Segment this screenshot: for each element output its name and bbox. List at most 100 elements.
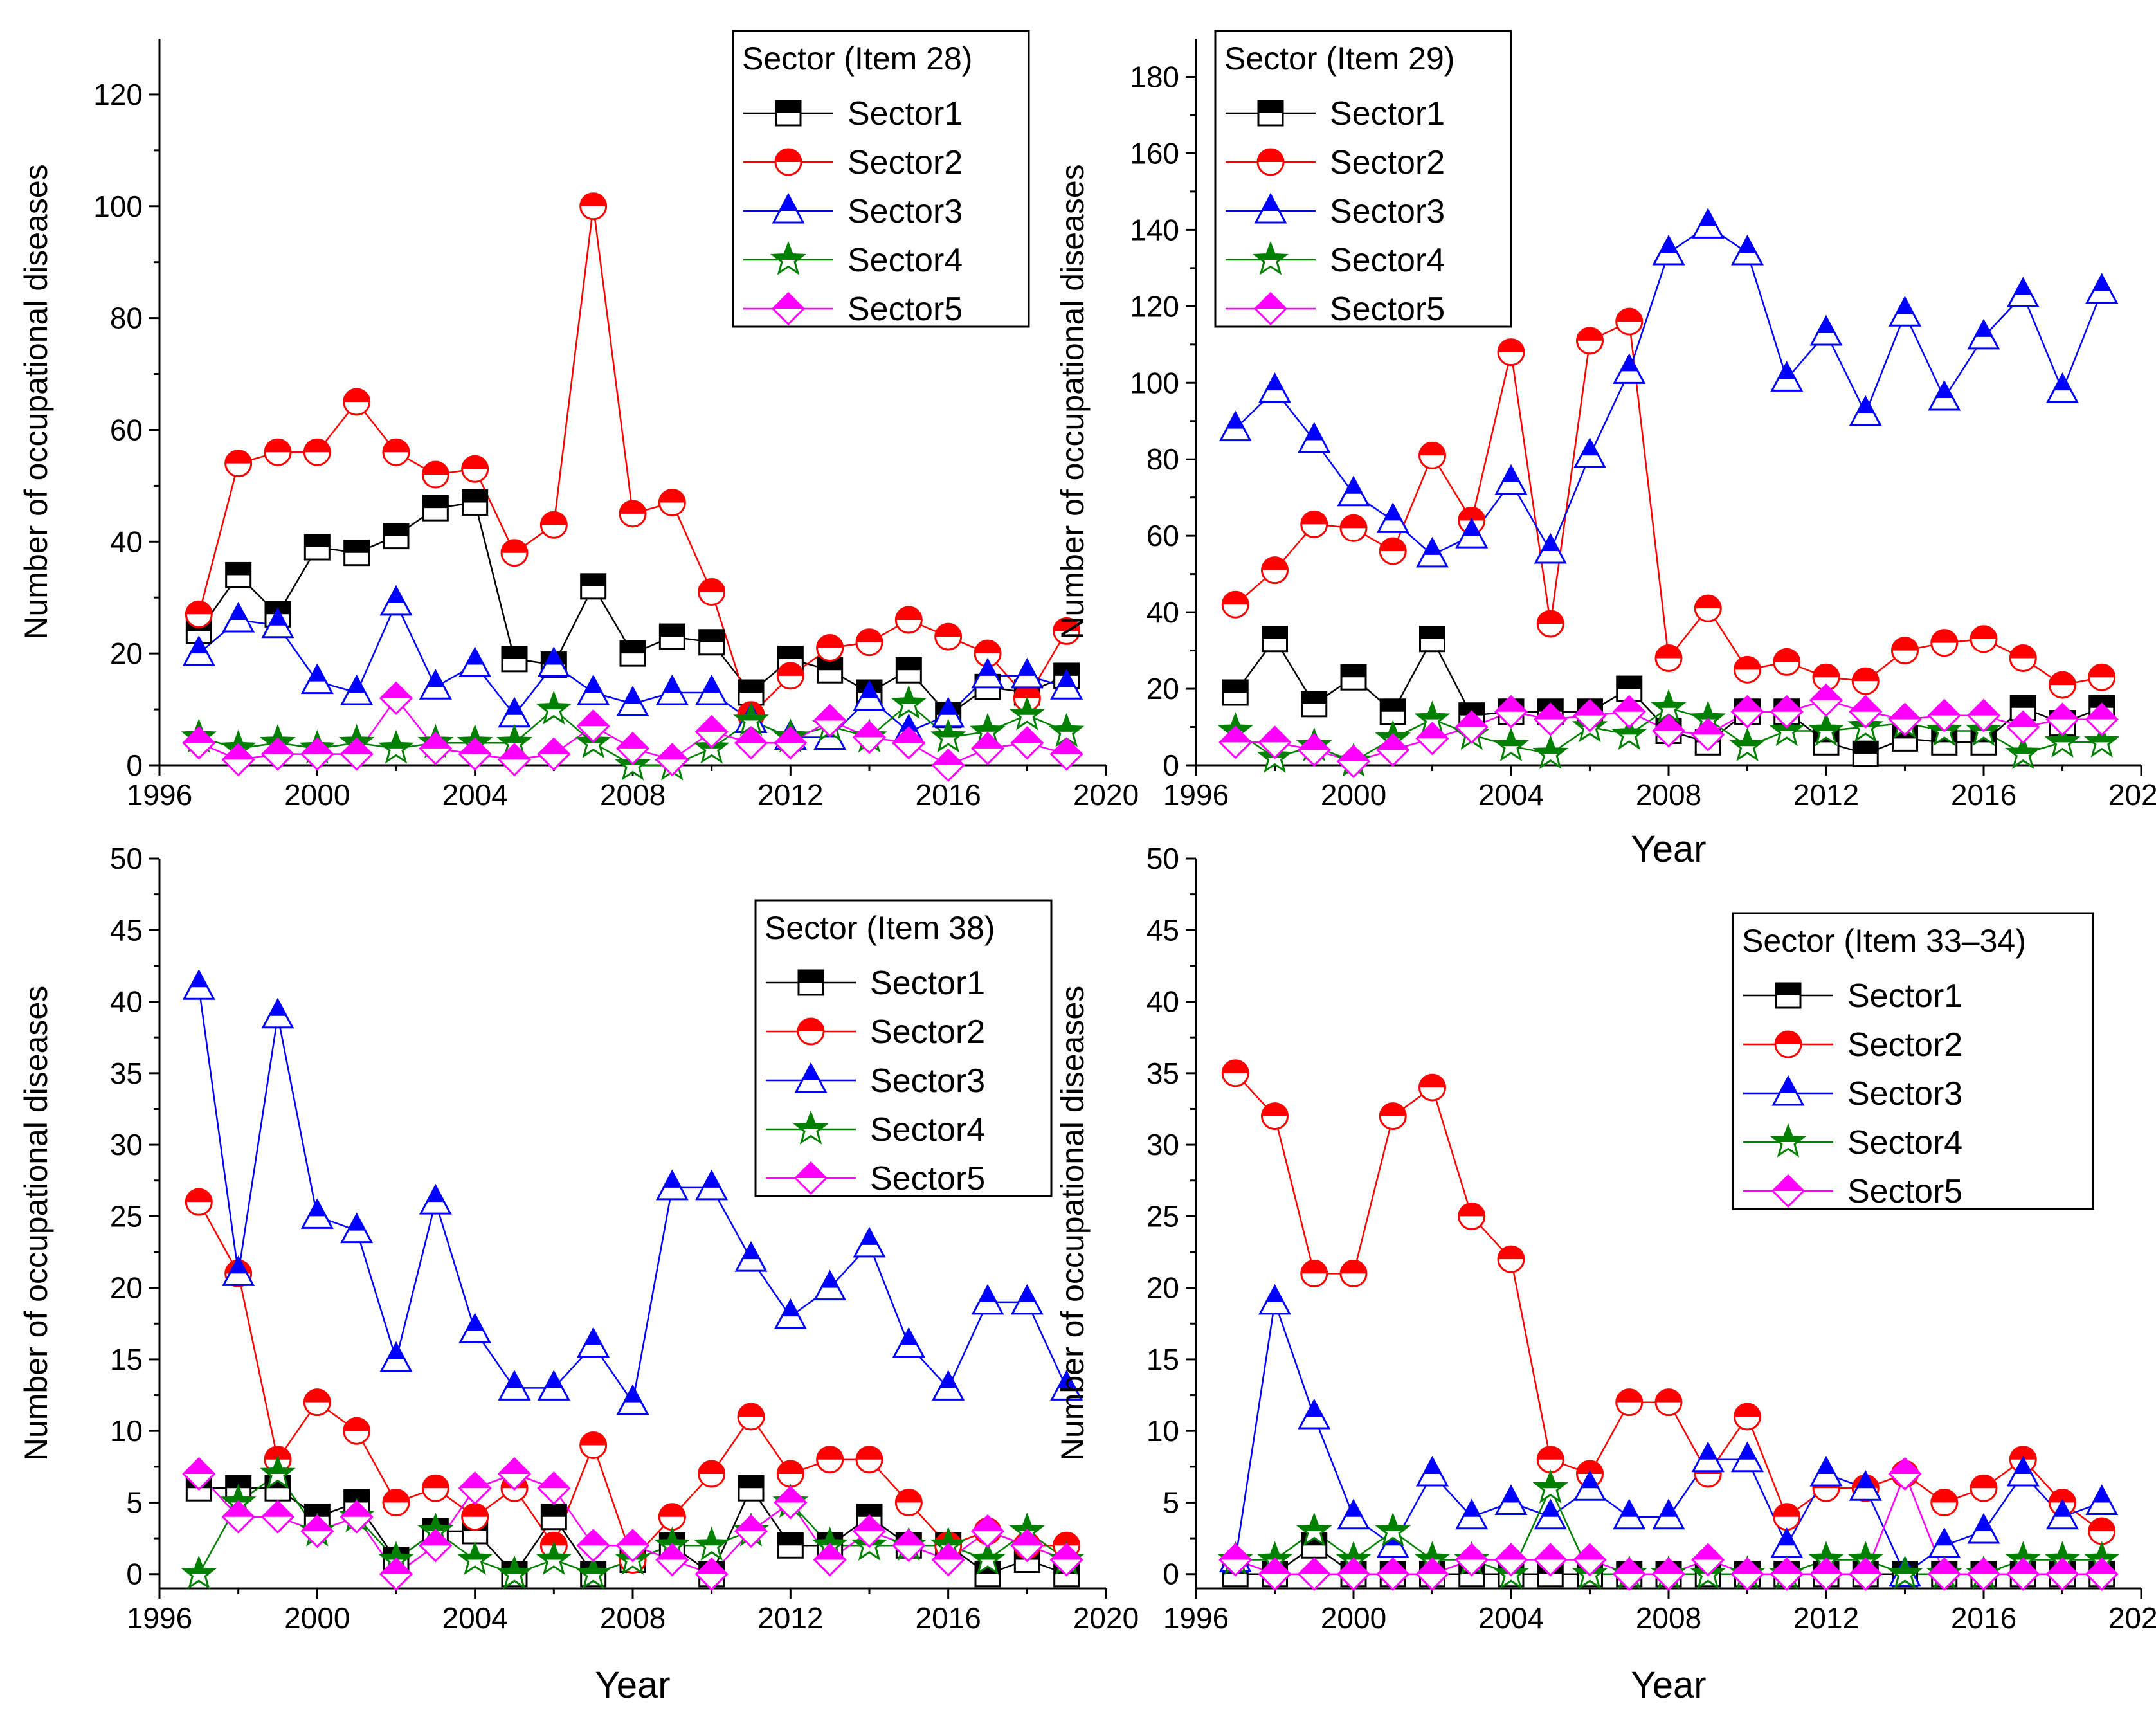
y-tick-label: 30 (1146, 1128, 1179, 1161)
data-point-sector3 (300, 1198, 334, 1229)
data-point-sector3 (695, 674, 729, 705)
data-point-sector3 (261, 607, 294, 639)
data-point-sector3 (1494, 464, 1528, 495)
legend-marker-sector5 (1771, 1174, 1806, 1208)
data-point-sector2 (658, 1503, 686, 1531)
data-point-sector3 (1298, 1398, 1331, 1430)
legend-marker-sector5 (793, 1161, 828, 1195)
data-point-sector4 (536, 1541, 572, 1576)
data-point-sector2 (185, 600, 213, 628)
data-point-sector1 (540, 1504, 567, 1531)
data-point-sector3 (1770, 361, 1804, 392)
data-point-sector3 (182, 969, 215, 1000)
data-point-sector2 (1497, 1245, 1525, 1273)
data-point-sector3 (1730, 234, 1764, 266)
data-point-sector5 (2006, 710, 2040, 744)
data-point-sector2 (816, 1446, 844, 1474)
data-point-sector2 (1851, 667, 1880, 695)
data-point-sector4 (1493, 727, 1529, 761)
data-point-sector3 (379, 585, 413, 616)
data-point-sector5 (1849, 1557, 1883, 1591)
data-point-sector5 (497, 1457, 532, 1491)
x-tick-label: 2008 (1636, 778, 1701, 812)
data-point-sector5 (2006, 1557, 2040, 1591)
data-point-sector2 (1221, 590, 1249, 619)
data-point-sector1 (422, 495, 449, 522)
x-tick-label: 2008 (600, 778, 666, 812)
y-tick-label: 35 (1146, 1057, 1179, 1090)
legend-marker-sector1 (1257, 100, 1284, 127)
legend-title: Sector (Item 28) (742, 41, 972, 77)
data-point-sector1 (777, 1532, 804, 1559)
data-point-sector5 (694, 1557, 729, 1591)
data-point-sector2 (1930, 629, 1959, 657)
y-tick-label: 0 (1163, 1558, 1179, 1591)
data-point-sector3 (1573, 437, 1607, 468)
data-point-sector3 (537, 1370, 570, 1401)
data-point-sector2 (1379, 537, 1407, 565)
data-point-sector5 (1376, 733, 1410, 767)
data-point-sector4 (1887, 1555, 1923, 1590)
data-point-sector3 (1415, 536, 1449, 568)
data-point-sector5 (1809, 1557, 1843, 1591)
data-point-sector5 (1770, 1557, 1804, 1591)
data-point-sector4 (260, 1455, 296, 1489)
data-point-sector5 (1730, 1557, 1764, 1591)
data-point-sector5 (774, 726, 808, 760)
data-point-sector3 (1849, 1470, 1882, 1501)
data-point-sector4 (181, 1555, 217, 1590)
data-point-sector5 (655, 743, 689, 777)
legend-marker-sector4 (1770, 1123, 1806, 1158)
data-point-sector2 (1261, 1102, 1289, 1131)
data-point-sector1 (658, 623, 685, 650)
data-point-sector5 (1297, 733, 1331, 767)
data-point-sector3 (458, 1313, 492, 1343)
data-point-sector3 (734, 1240, 768, 1272)
data-point-sector4 (930, 718, 966, 753)
legend-label-sector4: Sector4 (1847, 1124, 1962, 1161)
data-point-sector3 (853, 680, 886, 711)
data-point-sector3 (1573, 1470, 1607, 1501)
data-point-sector3 (419, 669, 452, 700)
data-point-sector4 (536, 690, 572, 725)
data-point-sector3 (419, 1183, 452, 1215)
data-point-sector2 (1339, 514, 1368, 542)
data-point-sector2 (185, 1188, 213, 1216)
data-point-sector5 (221, 1500, 255, 1534)
legend-marker-sector3 (794, 1062, 828, 1093)
legend: Sector (Item 33–34) Sector1 Sector2 Sector3… (1732, 912, 2094, 1210)
data-point-sector5 (260, 1500, 295, 1534)
y-tick-label: 40 (110, 525, 143, 558)
x-tick-label: 1996 (1163, 1601, 1229, 1635)
legend-label-sector2: Sector2 (1847, 1026, 1962, 1064)
data-point-sector2 (1379, 1102, 1407, 1131)
data-point-sector2 (421, 1474, 449, 1502)
data-point-sector3 (340, 1212, 374, 1244)
data-point-sector5 (1888, 1457, 1922, 1491)
data-point-sector2 (934, 622, 963, 651)
data-point-sector5 (537, 737, 571, 771)
data-point-sector3 (1613, 1498, 1646, 1530)
legend-marker-sector4 (770, 241, 806, 275)
data-point-sector5 (1966, 698, 2001, 732)
y-tick-label: 15 (1146, 1343, 1179, 1376)
data-point-sector2 (698, 578, 726, 606)
data-point-sector3 (537, 646, 570, 678)
data-point-sector4 (1532, 1469, 1569, 1504)
data-point-sector2 (1930, 1488, 1959, 1516)
data-point-sector5 (852, 720, 887, 754)
data-point-sector3 (2006, 277, 2040, 307)
data-point-sector1 (1379, 698, 1406, 725)
legend: Sector (Item 29) Sector1 Sector2 Sector3 Sec… (1214, 30, 1512, 328)
data-point-sector3 (971, 657, 1004, 689)
data-point-sector3 (1534, 1498, 1567, 1530)
data-point-sector2 (1300, 1259, 1328, 1287)
y-tick-label: 100 (93, 190, 143, 223)
x-tick-label: 2000 (284, 1601, 350, 1635)
legend-label-sector2: Sector2 (1330, 144, 1445, 181)
data-point-sector2 (776, 1460, 804, 1488)
data-point-sector2 (1576, 327, 1604, 355)
data-point-sector2 (2088, 1517, 2116, 1545)
data-point-sector2 (461, 1503, 489, 1531)
data-point-sector2 (776, 662, 804, 690)
